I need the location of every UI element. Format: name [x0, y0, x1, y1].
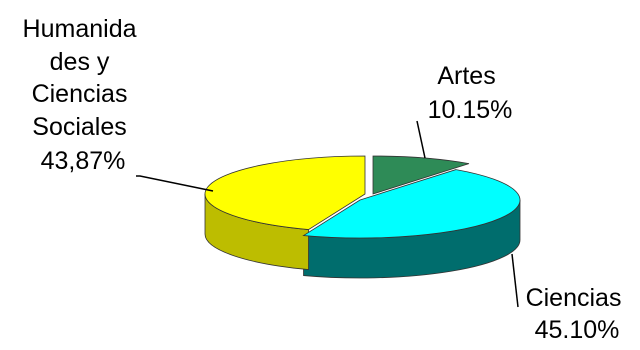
slice-ciencias: [302, 169, 521, 239]
leader-artes: [416, 120, 426, 159]
slice-label-ciencias-value: 45.10%: [535, 316, 620, 344]
slice-label-artes: Artes 10.15%: [428, 62, 513, 124]
slice-label-artes-name: Artes: [437, 62, 495, 90]
slice-label-humanidades-value: 43,87%: [41, 147, 126, 175]
leader-lines: [136, 120, 519, 308]
leader-humanidades: [136, 175, 214, 192]
slice-label-humanidades-line-1: Humanida: [23, 15, 137, 43]
slice-artes: [372, 155, 470, 195]
slice-label-ciencias: Ciencias 45.10%: [526, 284, 629, 344]
slice-label-humanidades-line-2: des y: [50, 48, 110, 76]
slice-humanidades-y-ciencias-sociales: [204, 155, 366, 230]
slice-label-humanidades-line-3: Ciencias: [32, 80, 128, 108]
slice-label-artes-value: 10.15%: [428, 96, 513, 124]
pie-slices: [204, 155, 521, 239]
slice-label-ciencias-name: Ciencias: [526, 284, 622, 312]
slice-label-humanidades: Humanida des y Ciencias Sociales 43,87%: [23, 15, 144, 175]
slice-label-humanidades-line-4: Sociales: [32, 113, 127, 141]
leader-ciencias: [511, 253, 519, 308]
